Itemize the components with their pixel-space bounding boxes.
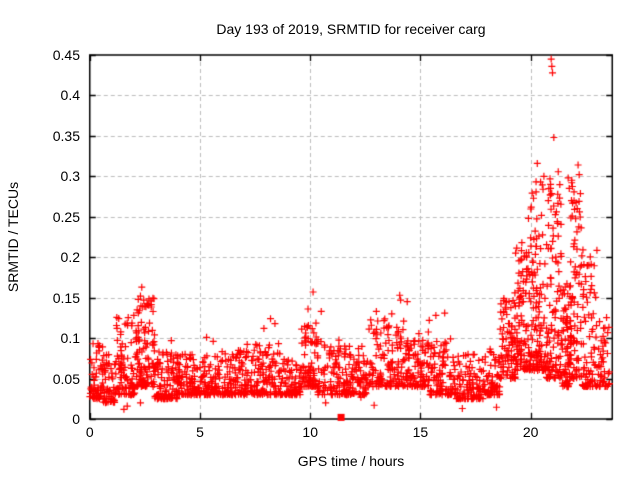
- y-tick-label: 0.1: [60, 330, 80, 347]
- y-tick-label: 0.45: [52, 47, 80, 63]
- x-tick-label: 5: [196, 424, 204, 440]
- x-axis-label: GPS time / hours: [297, 453, 405, 469]
- y-tick-label: 0.2: [60, 249, 80, 266]
- x-tick-label: 0: [85, 424, 94, 440]
- y-tick-label: 0.3: [60, 168, 80, 185]
- y-tick-label: 0: [72, 411, 80, 427]
- y-tick-label: 0.25: [52, 208, 80, 225]
- y-axis-label: SRMTID / TECUs: [5, 181, 21, 293]
- y-tick-label: 0.35: [52, 127, 80, 144]
- x-tick-label: 15: [412, 424, 429, 440]
- x-tick-label: 20: [522, 424, 539, 440]
- y-tick-label: 0.15: [52, 289, 80, 306]
- y-tick-label: 0.05: [52, 370, 80, 387]
- chart-title: Day 193 of 2019, SRMTID for receiver car…: [216, 21, 486, 37]
- x-tick-label: 10: [302, 424, 318, 440]
- y-tick-label: 0.4: [60, 87, 80, 104]
